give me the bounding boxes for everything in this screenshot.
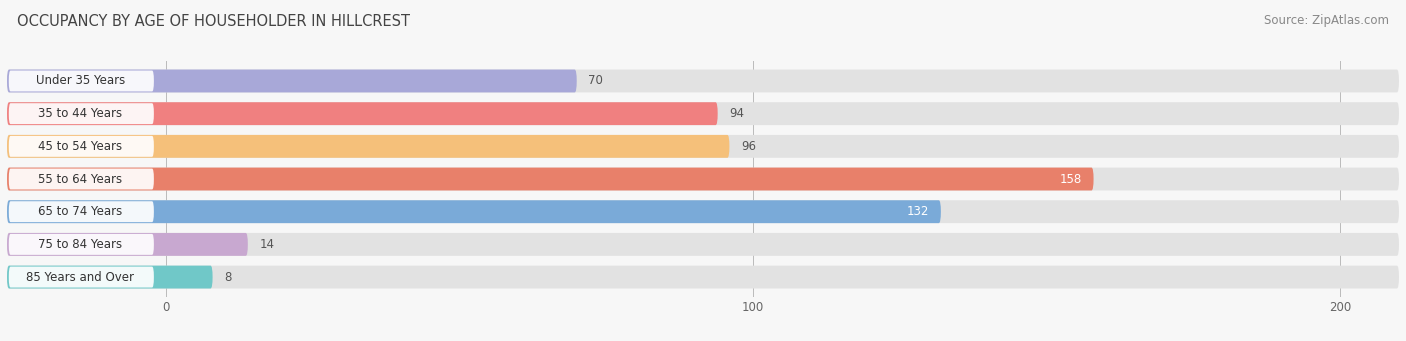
Text: Source: ZipAtlas.com: Source: ZipAtlas.com: [1264, 14, 1389, 27]
FancyBboxPatch shape: [7, 233, 1399, 256]
Text: 85 Years and Over: 85 Years and Over: [27, 270, 135, 284]
Text: 55 to 64 Years: 55 to 64 Years: [38, 173, 122, 186]
Text: 14: 14: [260, 238, 274, 251]
FancyBboxPatch shape: [8, 71, 153, 91]
FancyBboxPatch shape: [7, 70, 576, 92]
FancyBboxPatch shape: [7, 266, 1399, 288]
FancyBboxPatch shape: [8, 234, 153, 255]
FancyBboxPatch shape: [7, 102, 1399, 125]
FancyBboxPatch shape: [7, 70, 1399, 92]
FancyBboxPatch shape: [8, 103, 153, 124]
FancyBboxPatch shape: [8, 168, 153, 190]
Text: 94: 94: [730, 107, 744, 120]
FancyBboxPatch shape: [7, 167, 1094, 191]
Text: 65 to 74 Years: 65 to 74 Years: [38, 205, 122, 218]
FancyBboxPatch shape: [7, 233, 247, 256]
Text: 96: 96: [741, 140, 756, 153]
Text: 45 to 54 Years: 45 to 54 Years: [38, 140, 122, 153]
Text: 158: 158: [1060, 173, 1081, 186]
FancyBboxPatch shape: [7, 266, 212, 288]
FancyBboxPatch shape: [7, 102, 717, 125]
FancyBboxPatch shape: [8, 136, 153, 157]
FancyBboxPatch shape: [7, 200, 1399, 223]
Text: OCCUPANCY BY AGE OF HOUSEHOLDER IN HILLCREST: OCCUPANCY BY AGE OF HOUSEHOLDER IN HILLC…: [17, 14, 411, 29]
Text: 35 to 44 Years: 35 to 44 Years: [38, 107, 122, 120]
FancyBboxPatch shape: [8, 267, 153, 287]
Text: 8: 8: [225, 270, 232, 284]
FancyBboxPatch shape: [7, 200, 941, 223]
Text: 75 to 84 Years: 75 to 84 Years: [38, 238, 122, 251]
Text: Under 35 Years: Under 35 Years: [35, 74, 125, 88]
FancyBboxPatch shape: [8, 201, 153, 222]
FancyBboxPatch shape: [7, 135, 1399, 158]
FancyBboxPatch shape: [7, 167, 1399, 191]
Text: 132: 132: [907, 205, 929, 218]
Text: 70: 70: [589, 74, 603, 88]
FancyBboxPatch shape: [7, 135, 730, 158]
